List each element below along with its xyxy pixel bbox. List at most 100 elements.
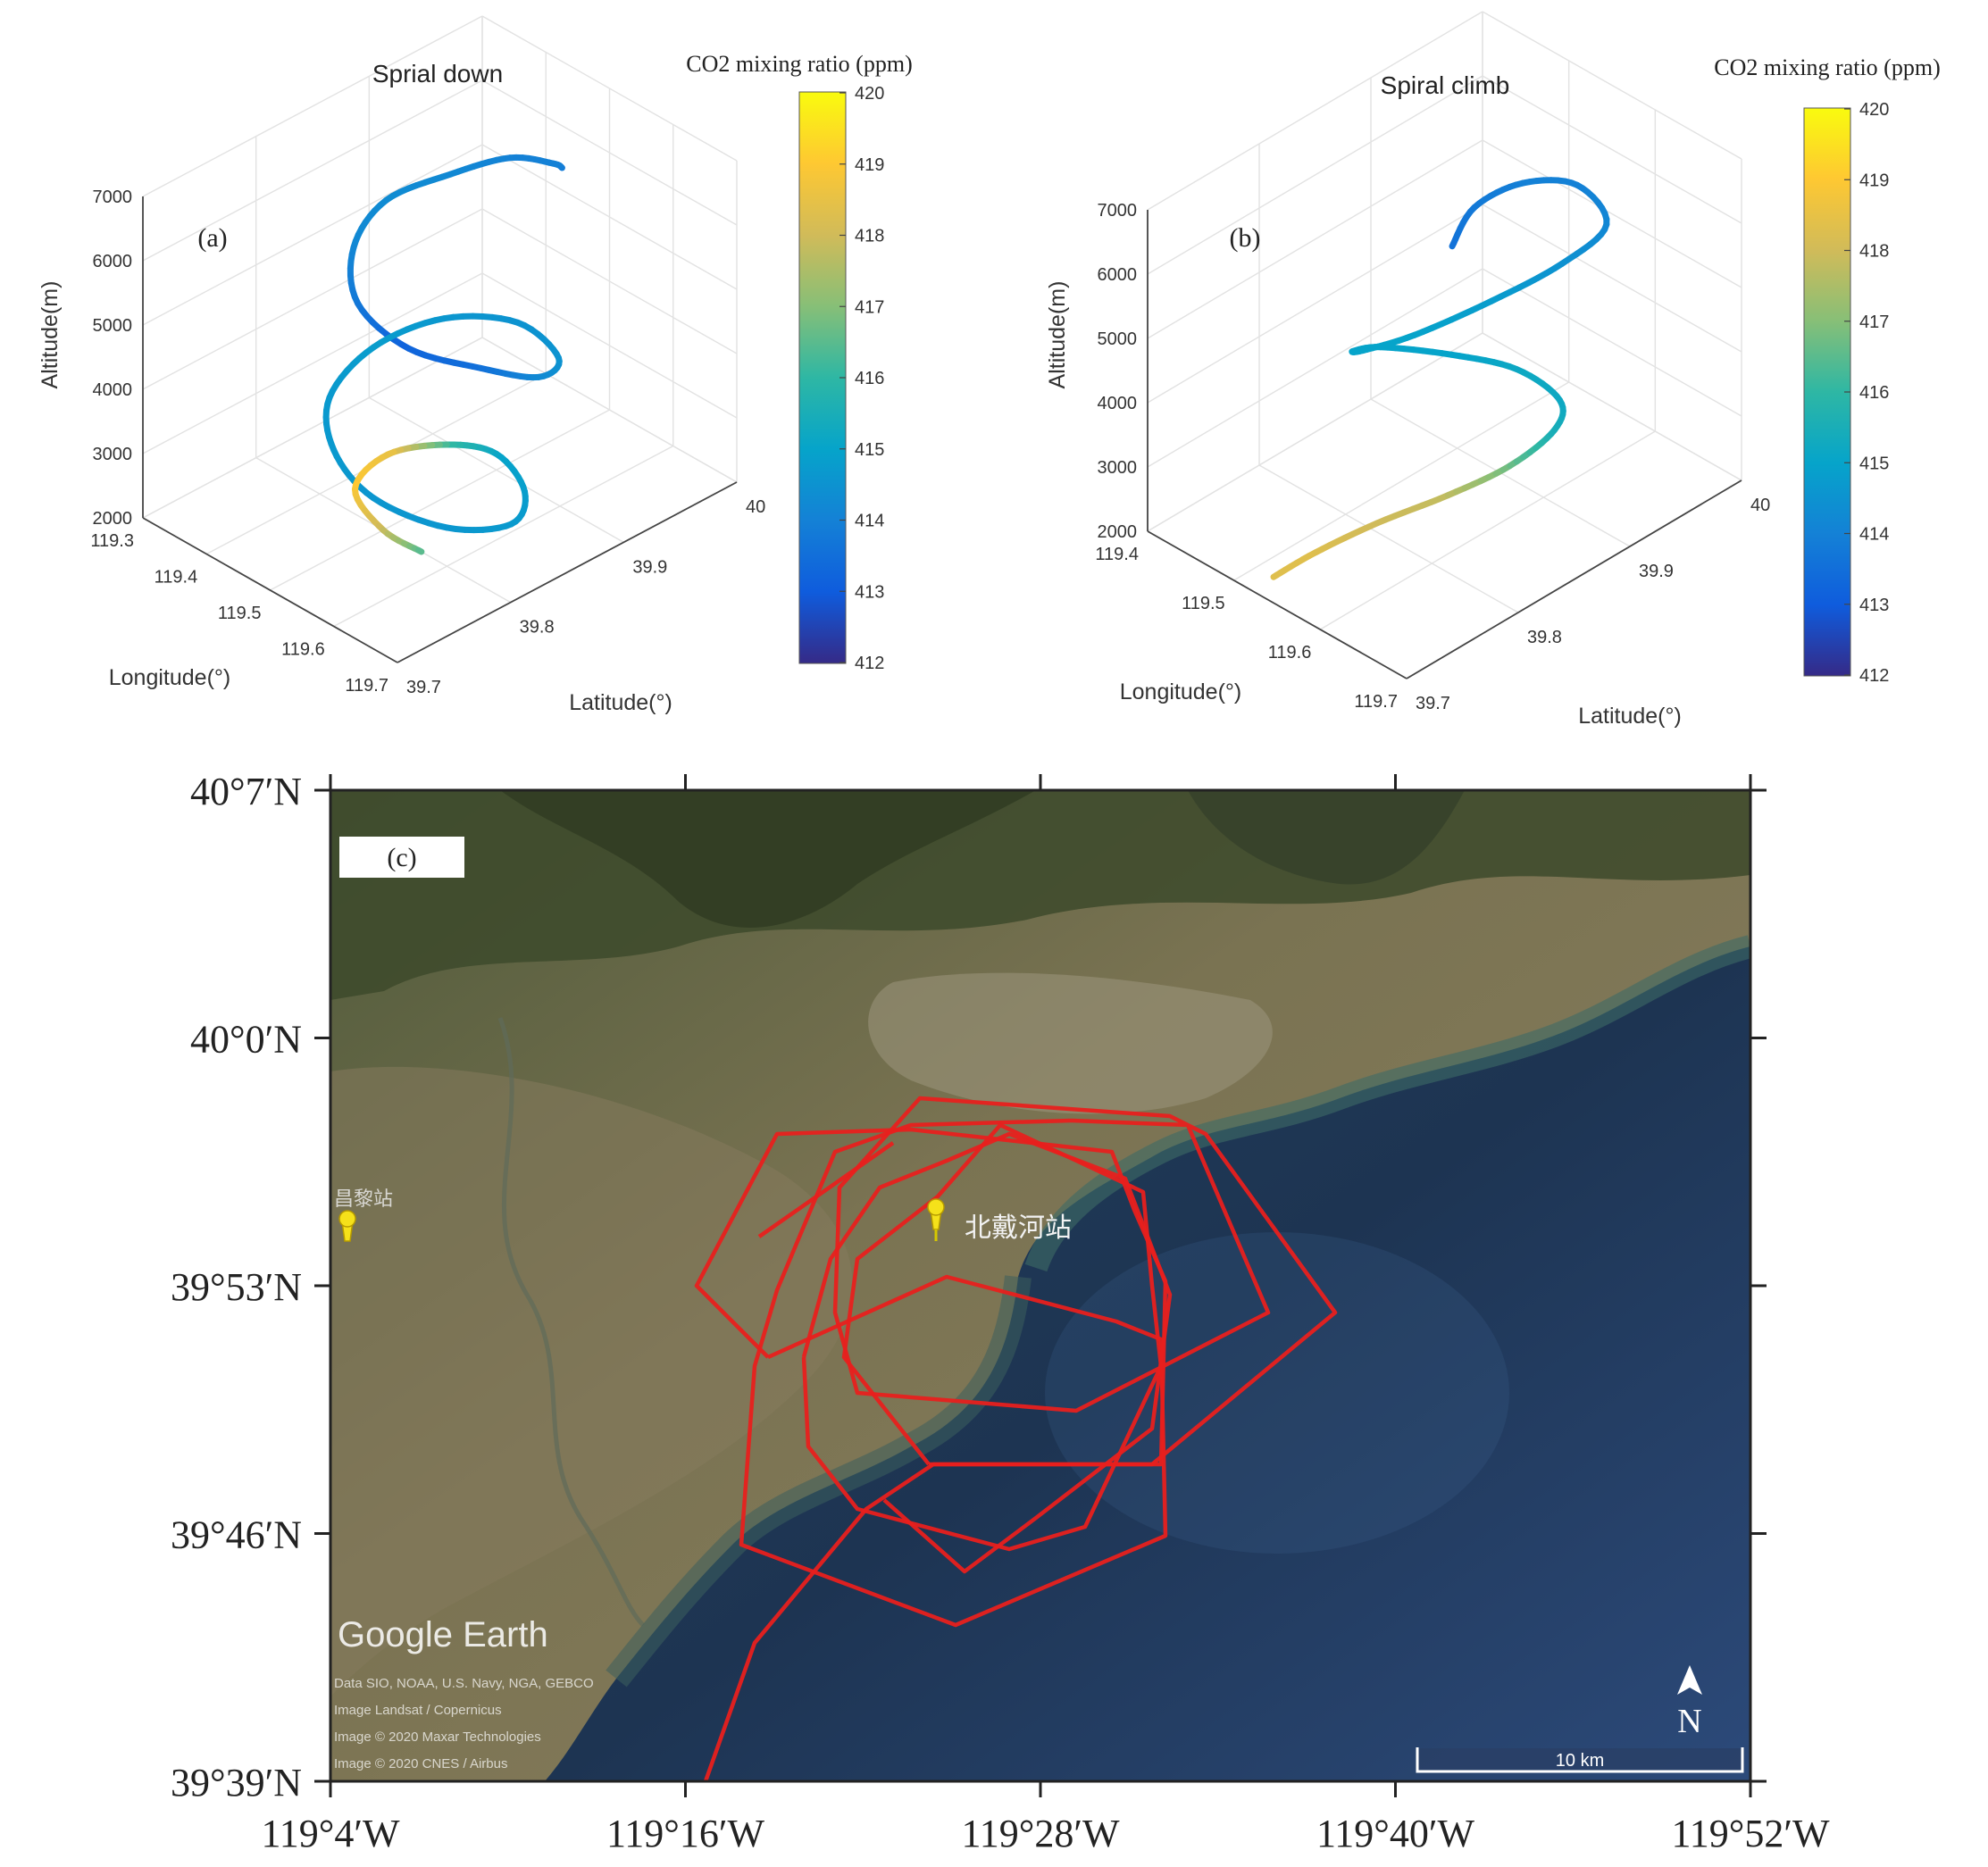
pa-colorbar-tick: 413 xyxy=(855,582,884,602)
pb-track-segment xyxy=(1449,239,1458,250)
panel-b-spiral-climb: 2000 3000 4000 5000 6000 7000 119.4 119.5 119.6… xyxy=(1045,11,1941,729)
flight-track-path xyxy=(801,1131,1173,1574)
pa-longitude-tick: 119.4 xyxy=(155,568,198,588)
pa-altitude-tick: 7000 xyxy=(93,188,133,207)
pa-grid-line xyxy=(142,144,483,326)
pa-grid-line xyxy=(368,396,624,543)
panel-c-label: (c) xyxy=(387,843,416,872)
pb-colorbar-tick: 414 xyxy=(1859,525,1889,545)
pa-grid-line xyxy=(142,15,483,197)
panel-b-altitude-ticks: 2000 3000 4000 5000 6000 7000 xyxy=(1098,201,1138,542)
pa-grid-line xyxy=(481,337,738,483)
pa-altitude-tick: 5000 xyxy=(93,316,133,336)
pb-colorbar-tick: 415 xyxy=(1859,454,1889,473)
map-ticks: 119°4′W 119°16′W 119°28′W 119°40′W 119°52′W 4… xyxy=(171,770,1830,1855)
pa-altitude-tick: 2000 xyxy=(93,509,133,529)
panel-a-label: (a) xyxy=(197,223,227,253)
pa-grid-line xyxy=(142,337,483,519)
satellite-image: 北戴河站 昌黎站 Google Earth Data SIO, NOAA, U.… xyxy=(330,790,1750,1781)
pb-grid-line xyxy=(1147,75,1483,275)
pb-grid-line xyxy=(1147,332,1483,532)
pa-latitude-tick: 39.9 xyxy=(632,557,667,577)
station-label: 北戴河站 xyxy=(965,1213,1072,1243)
attribution-block: Data SIO, NOAA, U.S. Navy, NGA, GEBCO Im… xyxy=(334,1676,594,1771)
panel-b-longitude-label: Longitude(°) xyxy=(1120,679,1241,704)
panel-b-colorbar xyxy=(1803,107,1851,677)
station-marker xyxy=(927,1198,945,1241)
north-label: N xyxy=(1677,1703,1701,1740)
north-arrow-icon xyxy=(1677,1665,1702,1695)
map-latitude-tick: 40°7′N xyxy=(190,770,302,813)
panel-a-altitude-label: Altitude(m) xyxy=(38,281,63,389)
map-latitude-tick: 39°53′N xyxy=(171,1265,302,1309)
pa-track-segment xyxy=(415,546,425,555)
panel-b-latitude-label: Latitude(°) xyxy=(1578,704,1682,729)
pb-longitude-tick: 119.5 xyxy=(1182,594,1225,613)
pb-grid-line xyxy=(1482,332,1742,481)
pb-longitude-tick: 119.6 xyxy=(1268,643,1312,663)
pa-longitude-axis xyxy=(142,517,398,663)
pb-altitude-tick: 6000 xyxy=(1098,265,1138,285)
panel-a-latitude-label: Latitude(°) xyxy=(569,690,672,715)
pa-altitude-tick: 3000 xyxy=(93,445,133,464)
panel-a-colorbar-title: CO2 mixing ratio (ppm) xyxy=(686,51,912,77)
panel-b-colorbar-ticks: 412 413 414 415 416 417 418 419 420 xyxy=(1844,100,1889,686)
panel-a-latitude-ticks: 39.7 39.8 39.9 40 xyxy=(406,497,765,697)
panel-a-longitude-ticks: 119.3 119.4 119.5 119.6 119.7 xyxy=(90,531,388,696)
pb-colorbar-tick: 420 xyxy=(1859,100,1889,120)
panel-a-flight-track xyxy=(322,154,565,555)
farmland-region xyxy=(330,1066,853,1696)
pa-longitude-tick: 119.7 xyxy=(345,676,388,696)
pb-grid-line xyxy=(1147,268,1483,468)
pb-grid-line xyxy=(1482,139,1742,288)
mountain-ridge-east xyxy=(1188,790,1465,885)
pb-grid-line xyxy=(1147,11,1483,211)
pa-colorbar-tick: 419 xyxy=(855,155,884,175)
panel-b-label: (b) xyxy=(1230,223,1261,253)
pb-grid-line xyxy=(1147,139,1483,339)
flight-track-path xyxy=(832,1096,1338,1467)
panel-b-longitude-ticks: 119.4 119.5 119.6 119.7 xyxy=(1095,545,1398,712)
pa-latitude-tick: 39.8 xyxy=(520,618,555,638)
pa-latitude-tick: 40 xyxy=(746,497,765,517)
panel-b-flight-track xyxy=(1270,177,1610,580)
pa-colorbar-tick: 414 xyxy=(855,512,884,531)
river xyxy=(497,1017,645,1627)
google-earth-watermark: Google Earth xyxy=(338,1615,548,1654)
pb-latitude-tick: 39.8 xyxy=(1527,628,1562,647)
scale-label: 10 km xyxy=(1556,1751,1604,1771)
pb-altitude-tick: 2000 xyxy=(1098,522,1138,542)
panel-b-axes-box xyxy=(1147,11,1742,679)
flight-track-path xyxy=(757,1141,895,1238)
pb-latitude-tick: 39.9 xyxy=(1639,562,1674,581)
pb-colorbar-tick: 419 xyxy=(1859,171,1889,190)
attribution-line: Image © 2020 CNES / Airbus xyxy=(334,1756,507,1771)
panel-a-spiral-down: 2000 3000 4000 5000 6000 7000 119.3 119.4 119.5… xyxy=(38,15,913,715)
pa-colorbar-tick: 420 xyxy=(855,84,884,104)
pa-grid-line xyxy=(142,208,483,390)
coastal-shallows-south xyxy=(606,1275,1032,1688)
map-longitude-tick: 119°52′W xyxy=(1671,1812,1830,1855)
attribution-line: Image Landsat / Copernicus xyxy=(334,1703,502,1718)
panel-a-title: Sprial down xyxy=(372,60,503,88)
pb-colorbar-tick: 412 xyxy=(1859,666,1889,686)
flight-track-path xyxy=(801,1122,1164,1552)
pb-colorbar-tick: 413 xyxy=(1859,596,1889,615)
map-longitude-tick: 119°40′W xyxy=(1316,1812,1475,1855)
urban-area xyxy=(868,972,1273,1114)
panel-c-map: 北戴河站 昌黎站 Google Earth Data SIO, NOAA, U.… xyxy=(171,770,1830,1855)
pb-altitude-tick: 7000 xyxy=(1098,201,1138,221)
pa-colorbar-tick: 417 xyxy=(855,297,884,317)
pb-grid-line xyxy=(1319,430,1656,630)
panel-b-title: Spiral climb xyxy=(1381,71,1510,99)
pb-altitude-tick: 4000 xyxy=(1098,394,1138,413)
left-marker xyxy=(338,1210,356,1242)
pa-longitude-tick: 119.5 xyxy=(218,604,262,623)
pa-colorbar-tick: 412 xyxy=(855,654,884,673)
pa-altitude-tick: 4000 xyxy=(93,380,133,400)
pa-longitude-tick: 119.6 xyxy=(281,640,325,660)
pb-altitude-tick: 3000 xyxy=(1098,458,1138,478)
pb-grid-line xyxy=(1482,75,1742,224)
panel-a-colorbar xyxy=(798,91,847,664)
